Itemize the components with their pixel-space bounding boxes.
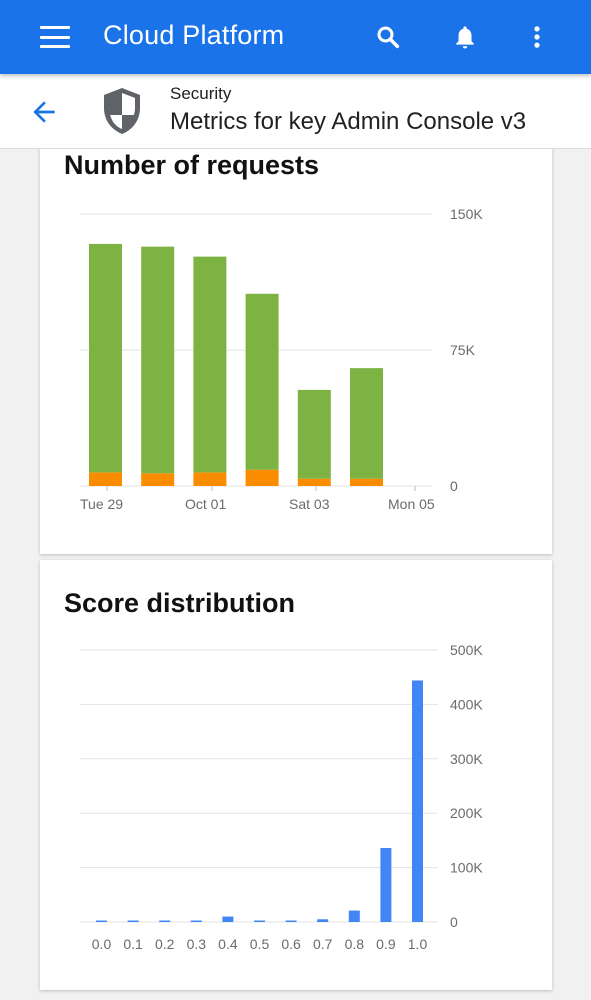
- x-tick-label: Oct 01: [185, 496, 226, 512]
- y-tick-label: 75K: [450, 342, 476, 358]
- bell-icon[interactable]: [450, 22, 480, 52]
- bar-segment: [89, 472, 122, 486]
- bar-segment: [89, 243, 122, 473]
- bar: [348, 910, 360, 922]
- x-tick-label: 0.4: [218, 936, 238, 952]
- bar: [285, 920, 297, 922]
- bar-segment: [245, 469, 279, 486]
- shield-icon: [104, 88, 140, 134]
- requests-chart-title: Number of requests: [64, 150, 320, 180]
- more-vert-icon[interactable]: [522, 22, 552, 52]
- score-chart-title: Score distribution: [64, 588, 296, 618]
- bar: [96, 920, 107, 922]
- bar-segment: [350, 368, 383, 479]
- bar: [254, 920, 265, 922]
- app-bar: Cloud Platform: [0, 0, 591, 74]
- x-tick-label: Mon 05: [388, 496, 435, 512]
- y-tick-label: 500K: [450, 642, 483, 658]
- bar: [190, 920, 202, 922]
- app-title[interactable]: Cloud Platform: [103, 20, 285, 50]
- x-tick-label: 1.0: [408, 936, 428, 952]
- bar: [159, 920, 171, 922]
- bar-segment: [193, 256, 227, 473]
- requests-chart: 150K 75K 0 Tue 29 Oct 01 Sat 03 Mon 05: [80, 206, 483, 512]
- bar: [222, 916, 234, 922]
- x-tick-label: 0.3: [187, 936, 207, 952]
- bar-segment: [141, 473, 175, 486]
- bar: [412, 680, 423, 922]
- bar: [127, 920, 139, 922]
- x-tick-label: Sat 03: [289, 496, 330, 512]
- x-tick-label: Tue 29: [80, 496, 123, 512]
- score-chart: 500K 400K 300K 200K 100K 0 0.0 0.1 0.2 0.3 0.4 0.5 0…: [80, 642, 483, 952]
- y-tick-label: 0: [450, 914, 458, 930]
- search-icon[interactable]: [373, 22, 403, 52]
- requests-card: Number of requests 150K 75K 0 Tue 29 Oct 01 S…: [40, 140, 552, 554]
- bar: [317, 919, 329, 922]
- x-tick-label: 0.1: [123, 936, 143, 952]
- x-tick-label: 0.9: [376, 936, 396, 952]
- y-tick-label: 400K: [450, 696, 483, 712]
- page-title: Metrics for key Admin Console v3: [170, 108, 527, 135]
- x-tick-label: 0.5: [250, 936, 270, 952]
- x-tick-label: 0.0: [92, 936, 112, 952]
- y-tick-label: 100K: [450, 860, 483, 876]
- y-tick-label: 300K: [450, 751, 483, 767]
- bar-segment: [193, 472, 227, 486]
- x-tick-label: 0.7: [313, 936, 333, 952]
- bar-segment: [350, 478, 383, 486]
- y-tick-label: 150K: [450, 206, 483, 222]
- y-tick-label: 0: [450, 478, 458, 494]
- x-tick-label: 0.6: [281, 936, 301, 952]
- bar-segment: [141, 246, 175, 474]
- x-tick-label: 0.8: [345, 936, 365, 952]
- score-card: Score distribution 500K 400K 300K 200K 100K 0…: [40, 560, 552, 990]
- menu-icon[interactable]: [40, 26, 70, 48]
- back-arrow-icon[interactable]: [28, 96, 60, 128]
- bar: [380, 848, 392, 922]
- breadcrumb[interactable]: Security: [170, 84, 232, 103]
- x-tick-label: 0.2: [155, 936, 175, 952]
- bar-segment: [297, 389, 331, 479]
- y-tick-label: 200K: [450, 805, 483, 821]
- bar-segment: [245, 293, 279, 470]
- bar-segment: [297, 478, 331, 486]
- page-header: Security Metrics for key Admin Console v…: [0, 74, 591, 149]
